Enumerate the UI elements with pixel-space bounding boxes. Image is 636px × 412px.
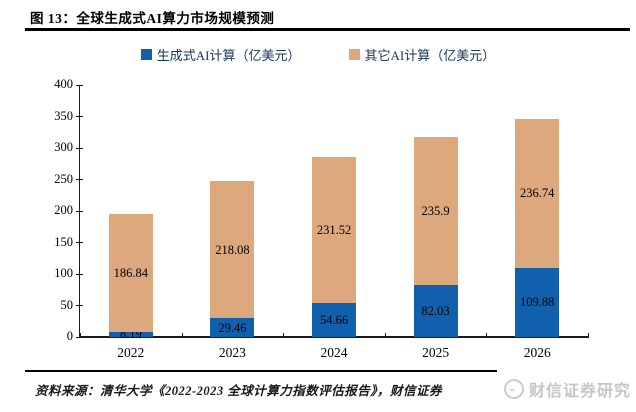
footer-divider [25,370,497,372]
bar-segment-generative-ai[interactable] [515,267,560,337]
bar-value-label: 109.88 [520,295,555,310]
x-axis-tick [486,333,488,337]
bar-segment-other-ai[interactable] [108,214,153,332]
legend-label: 其它AI计算（亿美元） [364,48,496,63]
bar-segment-other-ai[interactable] [210,181,255,319]
y-axis-tick [76,242,83,243]
bar-segment-other-ai[interactable] [515,118,560,268]
y-axis-tick [76,179,83,180]
x-axis-label: 2022 [117,345,145,360]
bar-segment-generative-ai[interactable] [312,302,356,337]
watermark-logo-icon [503,379,524,399]
x-axis-label: 2025 [422,345,450,360]
bar-value-label: 231.52 [316,222,352,237]
bar-value-label: 82.03 [421,304,450,319]
y-axis-tick [76,116,83,117]
y-axis-tick [76,147,83,149]
bar-segment-generative-ai[interactable] [108,331,153,337]
chart-legend: 生成式AI计算（亿美元） 其它AI计算（亿美元） [0,45,636,64]
y-axis-label: 350 [54,108,73,123]
watermark: 财信证券研究 [503,377,631,401]
x-axis-line [79,336,589,338]
x-axis-tick [181,333,183,337]
bar-segment-generative-ai[interactable] [413,285,458,337]
bar-segment-other-ai[interactable] [413,136,458,286]
y-axis-tick [76,84,83,86]
y-axis-tick [76,305,83,306]
x-axis-tick [384,333,386,337]
y-axis-label: 0 [66,329,73,343]
y-axis-label: 300 [54,140,73,154]
bar-value-label: 235.9 [421,204,450,218]
y-axis-tick [76,336,83,338]
bar-value-label: 218.08 [215,242,250,257]
y-axis-line [79,85,80,338]
legend-swatch-icon [348,49,360,60]
x-axis-tick [588,333,589,337]
y-axis-label: 200 [54,203,73,217]
x-axis-tick [80,333,81,337]
legend-item-2: 其它AI计算（亿美元） [348,45,496,64]
y-axis-label: 150 [54,234,73,249]
source-note: 资料来源：清华大学《2022-2023 全球计算力指数评估报告》，财信证券 [35,384,443,398]
bar-value-label: 186.84 [113,265,148,280]
bar-segment-generative-ai[interactable] [210,318,255,337]
bar-value-label: 29.46 [218,320,247,335]
bar-value-label: 236.74 [520,186,555,201]
title-divider [25,28,630,31]
legend-item-1: 生成式AI计算（亿美元） [140,45,301,64]
bar-segment-other-ai[interactable] [312,156,356,303]
y-axis-tick [76,210,83,212]
legend-label: 生成式AI计算（亿美元） [156,48,301,63]
y-axis-label: 50 [60,297,74,312]
x-axis-label: 2026 [523,345,551,360]
legend-swatch-icon [140,49,152,60]
y-axis-label: 100 [54,266,73,280]
x-axis-tick [283,333,285,337]
watermark-text: 财信证券研究 [528,383,631,400]
y-axis-label: 250 [54,171,73,186]
bar-value-label: 54.66 [319,312,349,327]
y-axis-label: 400 [54,77,73,91]
x-axis-label: 2024 [320,345,348,360]
y-axis-tick [76,273,83,275]
x-axis-label: 2023 [218,345,246,360]
figure-title: 图 13：全球生成式AI算力市场规模预测 [30,11,275,26]
